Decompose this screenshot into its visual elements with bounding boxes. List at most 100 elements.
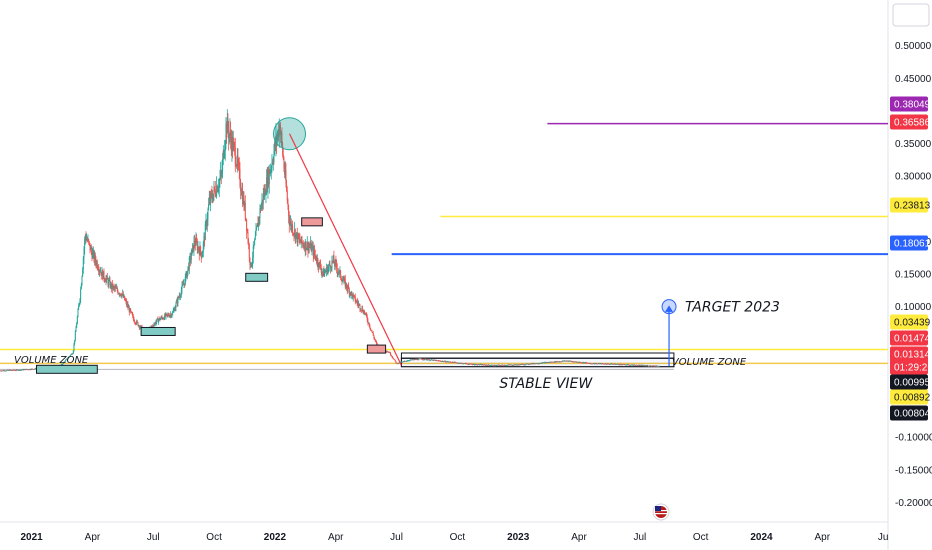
candle-body (298, 238, 300, 240)
price-badge[interactable]: 0.23813 (890, 197, 931, 213)
price-badge[interactable]: 0.00804 (890, 405, 931, 421)
price-badge-bg (890, 314, 928, 330)
candle-body (591, 363, 593, 365)
candle-body (224, 142, 226, 151)
candle-body (113, 286, 115, 287)
candle-body (620, 364, 622, 366)
candle-body (512, 365, 514, 367)
time-scale[interactable]: 2021 Apr Jul Oct 2022 Apr Jul Oct 2023 Apr Jul Oct 2… (21, 532, 889, 543)
candle-body (369, 326, 371, 328)
candle-body (546, 362, 548, 364)
candle-body (257, 223, 259, 227)
candle-body (430, 359, 432, 361)
candle-body (78, 305, 80, 310)
support-marker[interactable] (245, 272, 269, 282)
candle-body (10, 370, 12, 371)
candle-body (187, 266, 189, 271)
candle-body (326, 266, 328, 274)
candle-body (186, 270, 188, 278)
candle-body (89, 243, 91, 251)
price-badge-text: 0.03439 (894, 318, 931, 329)
candle-body (91, 251, 93, 259)
price-badge[interactable]: 0.38049 (890, 96, 931, 112)
candle-body (508, 364, 510, 366)
candle-body (515, 364, 517, 366)
downtrend-line[interactable] (288, 133, 402, 366)
candle-body (233, 141, 235, 144)
candle-body (490, 365, 492, 366)
candle-body (262, 199, 264, 204)
candle-body (490, 365, 492, 367)
support-marker[interactable] (140, 326, 176, 336)
candle-body (440, 361, 442, 362)
candle-body (528, 364, 530, 366)
price-badge[interactable]: 0.01474 (890, 330, 931, 346)
candle-body (102, 270, 104, 279)
candle-body (2, 370, 4, 372)
candle-body (353, 295, 355, 296)
price-badge-text: 0.36586 (894, 118, 931, 129)
candle-body (632, 364, 634, 366)
price-badge[interactable]: 0.01314 01:29:26 (890, 346, 932, 375)
candle-body (194, 240, 196, 244)
candle-body (271, 162, 273, 169)
candle-body (276, 135, 278, 142)
target-circle[interactable] (661, 299, 677, 315)
candle-body (0, 370, 2, 372)
candle-body (209, 197, 211, 203)
candle-body (202, 251, 204, 257)
candle-body (368, 322, 370, 324)
candle-body (119, 293, 121, 295)
candle-body (588, 363, 590, 364)
candle-body (154, 322, 156, 325)
candle-body (72, 353, 74, 355)
candle-body (468, 364, 470, 366)
candle-body (206, 219, 208, 226)
candle-body (108, 280, 110, 285)
price-badge[interactable]: 0.00995 (890, 374, 931, 390)
price-badge[interactable]: 0.36586 (890, 114, 931, 130)
candle-body (374, 337, 376, 340)
resistance-marker[interactable] (301, 217, 323, 227)
resistance-marker[interactable] (366, 344, 387, 354)
candle-body (80, 284, 82, 289)
candle-body (186, 272, 188, 278)
top-right-button[interactable] (892, 3, 930, 27)
price-tick-label: -0.10000 (895, 433, 932, 444)
candle-body (444, 360, 446, 362)
volume-zone-marker[interactable] (35, 364, 98, 374)
annotations: VOLUME ZONE VOLUME ZONE STABLE VIEW TARGET … (14, 300, 780, 392)
candle-body (92, 251, 94, 253)
candle-body (318, 262, 320, 268)
candle-body (400, 361, 402, 363)
candle-body (264, 188, 266, 196)
candle-body (417, 359, 419, 361)
price-badge[interactable]: 0.18061 (890, 235, 931, 251)
candle-body (356, 301, 358, 302)
candle-body (336, 268, 338, 273)
candle-body (248, 242, 250, 245)
candle-body (152, 326, 154, 327)
candle-body (25, 369, 27, 370)
candle-body (593, 363, 595, 364)
candle-body (572, 361, 574, 363)
candle-body (125, 300, 127, 302)
candle-body (585, 362, 587, 364)
candle-body (156, 318, 158, 320)
candle-body (68, 356, 70, 358)
candle-body (426, 359, 428, 361)
candle-body (611, 363, 613, 365)
price-badge[interactable]: 0.00892 (890, 389, 931, 405)
candle-body (230, 139, 232, 151)
candle-body (194, 243, 196, 246)
candle-body (304, 241, 306, 250)
candle-body (408, 360, 410, 362)
candle-body (474, 364, 476, 366)
candle-body (181, 285, 183, 291)
candle-body (22, 369, 24, 371)
candle-body (614, 363, 616, 365)
candle-body (558, 361, 560, 363)
price-badge[interactable]: 0.03439 (890, 314, 931, 330)
flag-icon[interactable] (652, 503, 670, 521)
